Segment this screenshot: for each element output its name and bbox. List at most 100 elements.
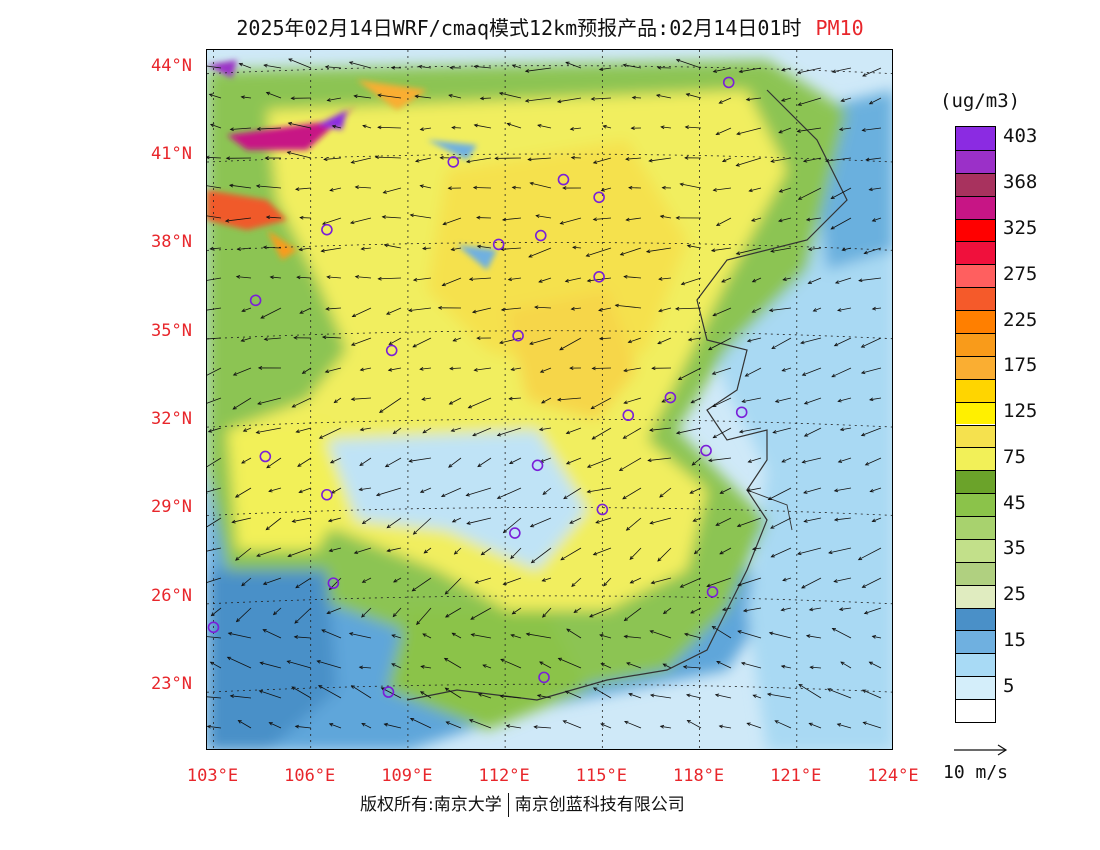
wind-vector	[265, 517, 282, 531]
wind-vector	[508, 396, 522, 401]
wind-vector	[326, 97, 342, 102]
wind-vector	[450, 247, 462, 252]
colorbar-segment	[956, 149, 995, 173]
wind-vector	[325, 306, 342, 311]
city-marker	[492, 238, 505, 251]
wind-vector	[467, 397, 492, 409]
colorbar-segment	[956, 424, 995, 448]
wind-vector	[511, 607, 522, 615]
wind-vector	[805, 217, 822, 222]
wind-vector	[324, 65, 342, 69]
latitude-gridline	[207, 242, 892, 251]
latitude-gridline	[207, 595, 892, 605]
wind-vector	[871, 635, 882, 639]
wind-vector	[569, 127, 582, 131]
wind-vector	[803, 397, 822, 405]
wind-vector	[207, 185, 222, 189]
wind-vector	[707, 457, 732, 463]
wind-vector	[860, 367, 882, 375]
wind-vector	[618, 457, 642, 472]
wind-vector	[869, 487, 882, 493]
wind-vector	[392, 607, 402, 618]
city-marker	[593, 270, 605, 283]
wind-vector	[470, 633, 492, 639]
wind-vector	[861, 127, 882, 132]
wind-vector	[614, 303, 642, 309]
wind-vector	[801, 367, 822, 376]
wind-vector	[209, 123, 222, 129]
wind-vector	[741, 397, 762, 403]
wind-vector	[386, 547, 402, 553]
city-marker	[706, 586, 719, 598]
city-marker	[538, 671, 550, 684]
wind-vector	[746, 722, 762, 729]
latitude-gridline	[207, 330, 892, 340]
wind-vector	[237, 720, 252, 729]
wind-vector	[771, 337, 792, 349]
wind-vector	[740, 661, 762, 669]
wind-vector	[416, 607, 432, 626]
wind-vector	[659, 724, 672, 729]
wind-vector	[316, 660, 342, 669]
longitude-label: 109°E	[381, 766, 433, 786]
legend-unit: (ug/m3)	[940, 90, 1021, 112]
wind-vector	[659, 214, 672, 219]
wind-vector	[715, 217, 732, 226]
colorbar-segment	[956, 630, 995, 654]
wind-vector	[645, 247, 672, 254]
wind-vector	[712, 307, 732, 317]
wind-vector	[232, 397, 252, 410]
colorbar-segment	[956, 241, 995, 265]
wind-vector	[559, 337, 582, 351]
wind-vector	[687, 337, 702, 342]
wind-vector	[470, 607, 492, 620]
wind-vector	[863, 607, 882, 615]
wind-vector	[677, 367, 702, 380]
wind-vector	[259, 661, 282, 669]
wind-vector	[838, 127, 852, 132]
wind-vector	[591, 366, 612, 371]
wind-vector	[530, 547, 552, 564]
wind-vector	[839, 427, 852, 432]
wind-vector	[257, 366, 282, 370]
wind-vector	[838, 607, 852, 612]
wind-vector	[414, 94, 432, 99]
wind-vector	[871, 217, 882, 222]
wind-vector	[774, 720, 792, 729]
wind-vector	[840, 97, 852, 102]
wind-vector	[207, 397, 222, 404]
wind-vector	[796, 127, 822, 133]
wind-vector	[241, 307, 252, 313]
wind-vector	[471, 307, 492, 314]
wind-vector	[802, 157, 822, 163]
wind-vector	[565, 61, 582, 69]
wind-vector	[797, 187, 822, 200]
wind-vector	[362, 124, 372, 129]
wind-vector	[479, 96, 492, 101]
wind-vector	[623, 397, 642, 405]
wind-vector	[675, 216, 702, 220]
wind-vector	[225, 156, 252, 161]
colorbar-segment	[956, 264, 995, 288]
wind-vector	[797, 97, 822, 106]
wind-vector	[774, 397, 792, 403]
wind-vector	[685, 93, 702, 99]
wind-vector	[472, 427, 492, 437]
wind-vector	[256, 547, 282, 557]
wind-vector	[451, 632, 462, 639]
wind-vector	[562, 186, 582, 190]
wind-vector	[573, 607, 582, 613]
wind-vector	[447, 186, 462, 191]
wind-vector	[686, 720, 702, 729]
wind-vector	[238, 62, 252, 69]
city-marker	[531, 459, 544, 472]
wind-vector	[291, 686, 312, 699]
wind-vector	[622, 427, 642, 439]
wind-vector	[291, 397, 312, 408]
wind-vector	[236, 247, 252, 251]
wind-vector	[510, 547, 522, 560]
wind-vector	[591, 427, 612, 440]
wind-vector	[780, 607, 792, 612]
wind-vector	[559, 217, 582, 225]
wind-vector	[627, 337, 642, 344]
